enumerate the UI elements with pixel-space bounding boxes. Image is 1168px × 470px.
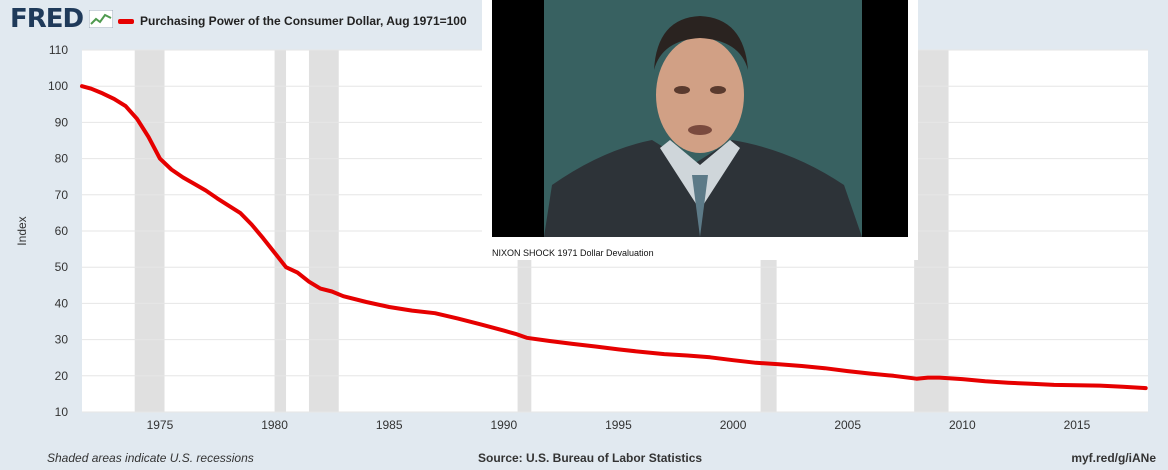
- fred-logo[interactable]: FRED: [10, 4, 84, 34]
- x-tick-label: 1995: [605, 418, 632, 432]
- x-tick-label: 1990: [490, 418, 517, 432]
- series-layer: [80, 84, 1148, 391]
- y-tick-label: 30: [55, 333, 69, 347]
- y-tick-label: 20: [55, 369, 69, 383]
- legend-label: Purchasing Power of the Consumer Dollar,…: [140, 14, 467, 28]
- y-tick-label: 90: [55, 115, 69, 129]
- y-axis-label: Index: [15, 216, 29, 245]
- source-note: Source: U.S. Bureau of Labor Statistics: [478, 451, 703, 465]
- y-tick-label: 50: [55, 260, 69, 274]
- legend-swatch: [118, 19, 134, 25]
- chart-header: FRED Purchasing Power of the Consumer Do…: [0, 0, 1168, 44]
- x-tick-label: 2010: [949, 418, 976, 432]
- recession-note: Shaded areas indicate U.S. recessions: [47, 451, 254, 465]
- y-tick-label: 70: [55, 188, 69, 202]
- chart-legend: Purchasing Power of the Consumer Dollar,…: [118, 14, 467, 28]
- series-line: [80, 84, 1148, 391]
- y-tick-label: 10: [55, 405, 69, 419]
- x-tick-label: 2000: [720, 418, 747, 432]
- fred-logo-chart-icon: [89, 10, 113, 28]
- x-axis-ticks: 1975 1980 1985 1990 1995 2000 2005 2010 2015: [147, 418, 1091, 432]
- x-tick-label: 1980: [261, 418, 288, 432]
- y-tick-label: 40: [55, 296, 69, 310]
- x-tick-label: 2005: [834, 418, 861, 432]
- video-thumbnail[interactable]: [492, 0, 908, 237]
- x-tick-label: 2015: [1064, 418, 1091, 432]
- short-link[interactable]: myf.red/g/iANe: [1071, 451, 1156, 465]
- y-tick-label: 80: [55, 152, 69, 166]
- video-panel[interactable]: NIXON SHOCK 1971 Dollar Devaluation: [482, 0, 918, 260]
- x-tick-label: 1985: [376, 418, 403, 432]
- y-tick-label: 100: [48, 79, 68, 93]
- y-tick-label: 110: [49, 43, 68, 57]
- y-tick-label: 60: [55, 224, 69, 238]
- video-caption: NIXON SHOCK 1971 Dollar Devaluation: [492, 248, 654, 258]
- y-axis-ticks: 10 20 30 40 50 60 70 80 90 100 110: [48, 43, 68, 419]
- x-tick-label: 1975: [147, 418, 174, 432]
